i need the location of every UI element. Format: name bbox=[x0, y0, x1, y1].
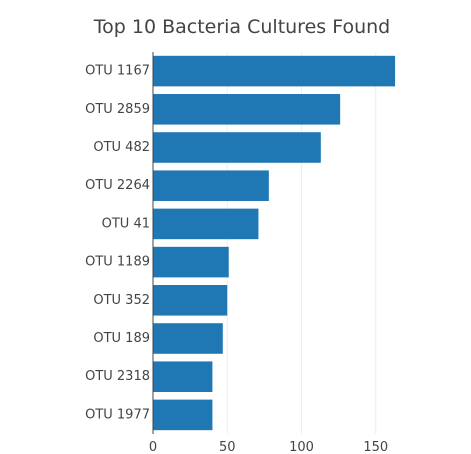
x-tick-label: 0 bbox=[149, 440, 157, 454]
bar[interactable] bbox=[153, 170, 269, 201]
y-tick-label: OTU 41 bbox=[102, 216, 150, 231]
bar[interactable] bbox=[153, 246, 229, 278]
bar[interactable] bbox=[153, 399, 213, 431]
bar[interactable] bbox=[153, 55, 396, 87]
x-tick-label: 50 bbox=[219, 440, 236, 454]
x-tick-label: 100 bbox=[289, 440, 314, 454]
y-tick-label: OTU 2264 bbox=[85, 178, 150, 193]
bar[interactable] bbox=[153, 132, 321, 163]
bar[interactable] bbox=[153, 285, 228, 316]
chart-title: Top 10 Bacteria Cultures Found bbox=[93, 16, 390, 38]
x-axis-tick-labels: 0 50 100 150 bbox=[149, 440, 388, 454]
bar[interactable] bbox=[153, 323, 223, 354]
y-tick-label: OTU 2859 bbox=[85, 102, 150, 117]
y-axis-tick-labels: OTU 1167 OTU 2859 OTU 482 OTU 2264 OTU 41 OTU… bbox=[85, 64, 150, 423]
y-tick-label: OTU 352 bbox=[93, 293, 150, 308]
y-tick-label: OTU 2318 bbox=[85, 369, 150, 384]
bar[interactable] bbox=[153, 94, 341, 125]
y-tick-label: OTU 1167 bbox=[85, 64, 150, 79]
y-tick-label: OTU 189 bbox=[93, 331, 150, 346]
y-tick-label: OTU 1189 bbox=[85, 255, 150, 270]
y-tick-label: OTU 1977 bbox=[85, 407, 150, 422]
y-tick-label: OTU 482 bbox=[93, 140, 150, 155]
bar[interactable] bbox=[153, 208, 259, 240]
bars bbox=[153, 55, 396, 431]
bar[interactable] bbox=[153, 361, 213, 392]
x-tick-label: 150 bbox=[363, 440, 388, 454]
